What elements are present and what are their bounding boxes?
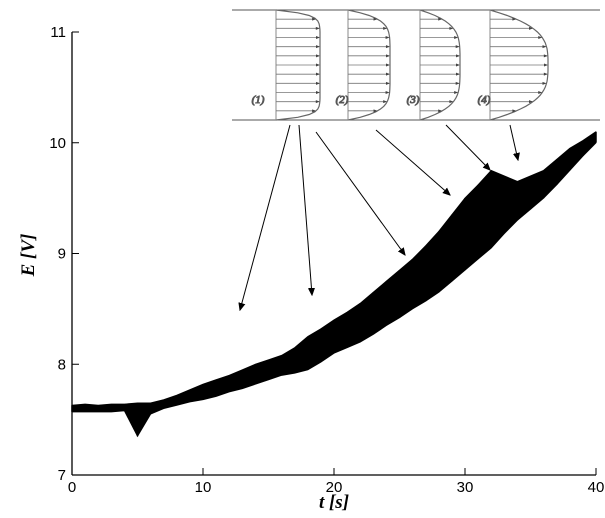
arrow-head (385, 81, 390, 85)
arrow-head (456, 63, 460, 67)
arrow-head (373, 17, 378, 21)
arrow-head (315, 26, 320, 30)
x-tick-label: 30 (457, 479, 474, 496)
arrow-head (543, 72, 548, 76)
y-tick-label: 11 (50, 24, 66, 41)
arrow-head (454, 91, 459, 94)
arrow-head (385, 45, 390, 49)
arrow-head (512, 17, 517, 21)
arrow-head (316, 63, 320, 67)
arrow-head (383, 26, 388, 30)
x-tick-label: 20 (326, 479, 343, 496)
y-tick-label: 10 (49, 135, 66, 152)
y-axis-title: E [V] (18, 234, 39, 278)
arrow-head (385, 36, 390, 39)
pointer-arrows (240, 124, 518, 310)
arrow-head (528, 26, 533, 30)
arrow-head (316, 72, 320, 76)
y-tick-label: 9 (58, 246, 66, 263)
x-tick-label: 10 (195, 479, 212, 496)
profile-label: (2) (336, 94, 349, 106)
arrow-head (385, 54, 390, 58)
arrow-head (315, 45, 320, 49)
arrow-head (385, 91, 390, 94)
arrow-head (315, 81, 320, 85)
arrow-head (455, 54, 460, 58)
x-tick-label: 40 (588, 479, 605, 496)
profile-label: (3) (407, 94, 420, 106)
arrow-head (383, 100, 388, 104)
arrow-head (542, 45, 547, 49)
arrow-head (315, 100, 320, 104)
arrow-head (542, 81, 547, 85)
arrow-head (449, 26, 454, 30)
x-tick-label: 0 (68, 479, 76, 496)
y-tick-label: 7 (58, 467, 66, 484)
arrow-head (528, 100, 533, 104)
arrow-head (438, 17, 443, 21)
arrow-head (538, 36, 543, 39)
inset: (1) (2) (3) (4) (232, 4, 604, 126)
arrow-head (455, 72, 460, 76)
arrow-head (315, 36, 320, 39)
arrow-head (315, 91, 320, 94)
arrow-head (544, 63, 548, 67)
arrow-head (538, 91, 543, 94)
signal-envelope (71, 131, 597, 406)
arrow-head (312, 109, 317, 113)
arrow-head (455, 81, 460, 85)
arrow-head (449, 100, 454, 104)
arrow-head (385, 72, 390, 76)
profile-label: (1) (252, 94, 265, 106)
arrow-head (454, 36, 459, 39)
profile-label: (4) (478, 94, 491, 106)
arrow-head (373, 109, 378, 113)
arrow-head (455, 45, 460, 49)
arrow-head (543, 54, 548, 58)
arrow-head (312, 17, 317, 21)
noise-band (72, 131, 596, 437)
y-tick-label: 8 (58, 356, 66, 373)
arrow-head (386, 63, 390, 67)
arrow-head (438, 109, 443, 113)
arrow-head (316, 54, 320, 58)
arrow-head (512, 109, 517, 113)
x-axis-title: t [s] (319, 492, 349, 513)
